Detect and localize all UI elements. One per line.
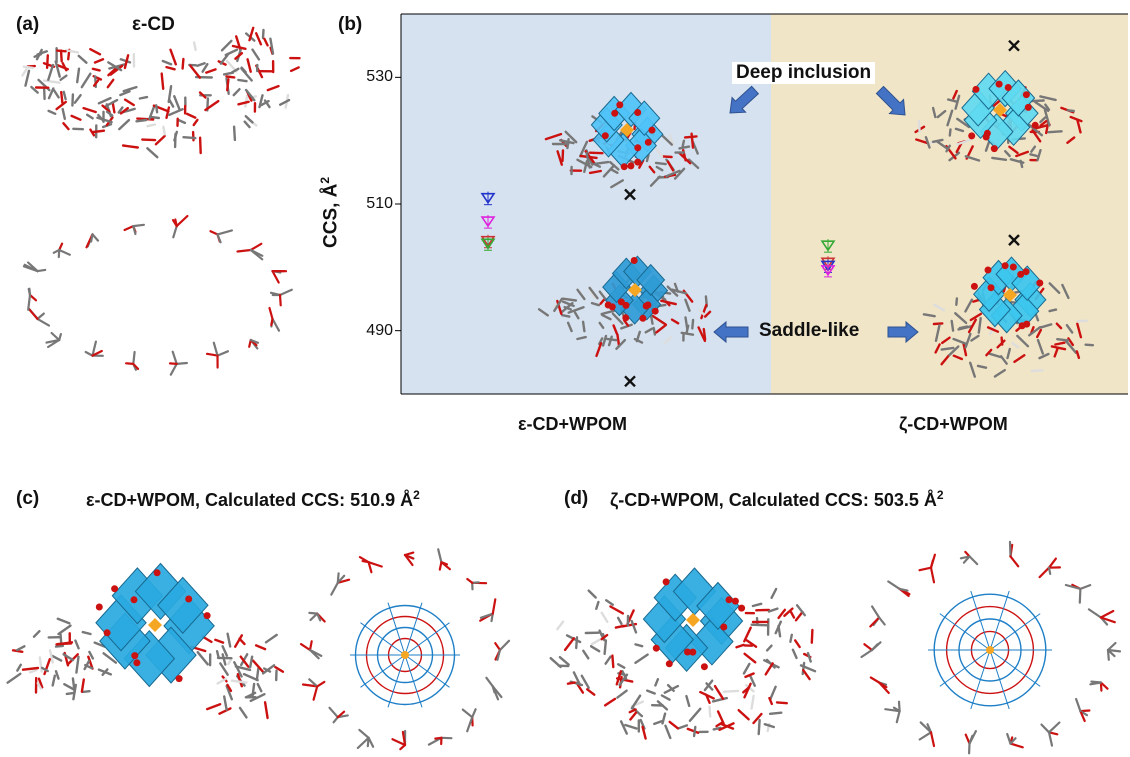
calculated-ccs-marker [1008, 234, 1020, 246]
calculated-ccs-marker [624, 375, 636, 388]
molecular-structures [6, 26, 1122, 755]
arrow-deep-right [875, 85, 906, 116]
epsilon-cd-top-base [89, 104, 202, 159]
panel-a-letter: (a) [16, 14, 40, 35]
cd-c-left [6, 617, 118, 701]
wpom-c [95, 562, 215, 688]
y-axis-label: CCS, Å2 [318, 176, 342, 248]
y-tick-label: 490 [366, 321, 393, 339]
epsilon-cd-top-left [21, 47, 149, 131]
panel-a-title: ε-CD [132, 14, 175, 35]
panel-d-letter: (d) [564, 488, 589, 509]
wpom-eps-deep [590, 91, 664, 171]
epsilon-cd-top-right [160, 26, 301, 142]
panel-d-caption: ζ-CD+WPOM, Calculated CCS: 503.5 Å2 [610, 488, 944, 510]
wpom-zeta-deep [961, 69, 1039, 153]
arrow-deep-left [729, 85, 760, 114]
panel-b-letter: (b) [338, 14, 363, 35]
annotation-deep-inclusion: Deep inclusion [732, 62, 876, 84]
wpom-eps-saddle [602, 255, 669, 325]
panel-c-caption: ε-CD+WPOM, Calculated CCS: 510.9 Å2 [86, 488, 420, 510]
category-label-epsilon: ε-CD+WPOM [518, 414, 628, 434]
wpom-d-top-view [928, 590, 1052, 710]
y-tick-label: 530 [366, 68, 393, 86]
arrow-saddle-left [713, 320, 749, 344]
cd-c-right [190, 632, 285, 720]
wpom-zeta-saddle [970, 256, 1047, 334]
wpom-c-top-view [350, 602, 460, 708]
wpom-d [642, 567, 746, 673]
calculated-ccs-marker [624, 188, 636, 201]
cd-c-top-view [299, 548, 511, 751]
annotation-saddle-like: Saddle-like [759, 320, 860, 341]
plot-background-left [401, 14, 771, 394]
epsilon-cd-bottom-ring [22, 214, 293, 376]
category-label-zeta: ζ-CD+WPOM [899, 414, 1008, 434]
cd-d-top-view [860, 540, 1122, 755]
calculated-ccs-marker [1008, 39, 1020, 52]
y-tick-label: 510 [366, 195, 393, 212]
panel-c-letter: (c) [16, 488, 40, 509]
arrow-saddle-right [887, 320, 919, 344]
cd-d-right [735, 587, 817, 705]
cd-d-bottom [619, 678, 783, 740]
cd-d-left [549, 589, 649, 707]
